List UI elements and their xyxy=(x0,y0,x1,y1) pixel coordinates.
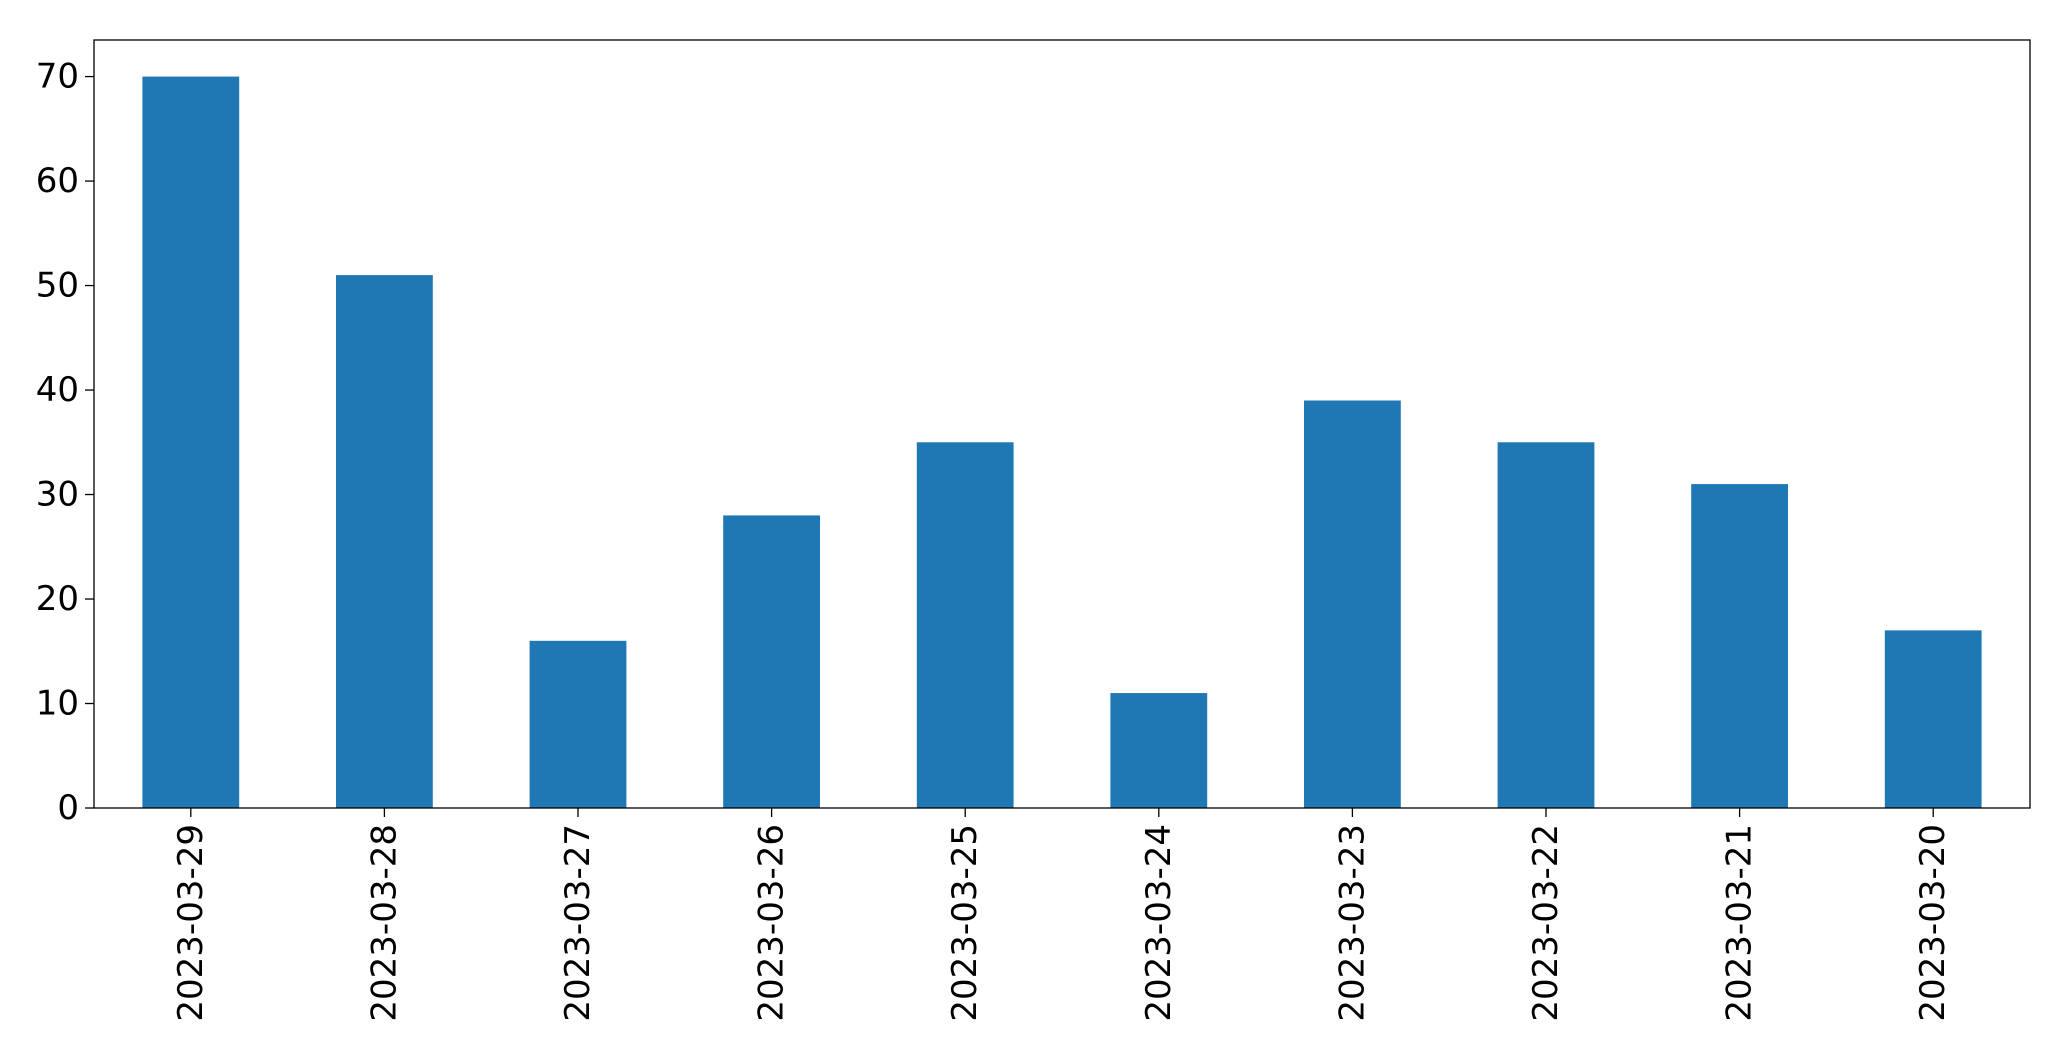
bar xyxy=(723,515,820,808)
y-tick-label: 70 xyxy=(36,57,79,97)
x-tick-label: 2023-03-23 xyxy=(1332,824,1372,1022)
bar xyxy=(1691,484,1788,808)
bar xyxy=(1110,693,1208,808)
bar xyxy=(529,640,627,808)
bar xyxy=(336,275,433,808)
x-tick-label: 2023-03-26 xyxy=(752,824,792,1022)
bar xyxy=(1884,630,1982,808)
y-tick-label: 0 xyxy=(57,788,79,828)
y-tick-label: 40 xyxy=(36,370,79,410)
plot-frame xyxy=(93,39,2031,809)
bar xyxy=(916,442,1014,808)
x-tick-label: 2023-03-21 xyxy=(1720,824,1760,1022)
y-tick-label: 10 xyxy=(36,684,79,724)
y-tick-label: 20 xyxy=(36,579,79,619)
y-tick-label: 30 xyxy=(36,475,79,515)
x-tick-label: 2023-03-29 xyxy=(171,824,211,1022)
bar xyxy=(1497,442,1595,808)
x-tick-label: 2023-03-22 xyxy=(1526,824,1566,1022)
y-tick-label: 50 xyxy=(36,266,79,306)
x-tick-label: 2023-03-25 xyxy=(945,824,985,1022)
x-tick-label: 2023-03-28 xyxy=(364,824,404,1022)
x-tick-label: 2023-03-27 xyxy=(558,824,598,1022)
x-tick-label: 2023-03-24 xyxy=(1139,824,1179,1022)
x-tick-label: 2023-03-20 xyxy=(1913,824,1953,1022)
bar xyxy=(1304,400,1401,808)
y-tick-label: 60 xyxy=(36,161,79,201)
bar xyxy=(142,76,240,809)
